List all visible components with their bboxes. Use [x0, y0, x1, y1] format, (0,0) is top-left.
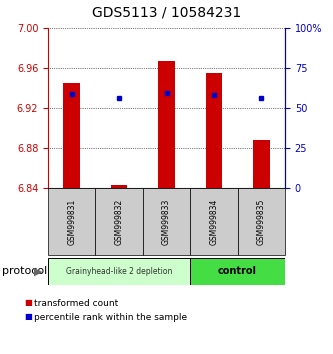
Bar	[111, 185, 128, 188]
Bar	[190, 258, 285, 285]
Bar	[238, 188, 285, 255]
Bar	[253, 140, 270, 188]
Text: percentile rank within the sample: percentile rank within the sample	[34, 313, 187, 321]
Bar	[205, 73, 222, 188]
Text: Grainyhead-like 2 depletion: Grainyhead-like 2 depletion	[66, 267, 172, 276]
Text: GDS5113 / 10584231: GDS5113 / 10584231	[92, 5, 241, 19]
Bar	[143, 188, 190, 255]
Text: ■: ■	[24, 313, 32, 321]
Bar	[48, 258, 190, 285]
Text: GSM999831: GSM999831	[67, 198, 76, 245]
Bar	[95, 188, 143, 255]
Bar	[190, 188, 238, 255]
Text: protocol: protocol	[2, 267, 47, 276]
Bar	[48, 188, 95, 255]
Text: GSM999835: GSM999835	[257, 198, 266, 245]
Text: transformed count: transformed count	[34, 298, 118, 308]
Bar	[158, 61, 175, 188]
Text: GSM999832: GSM999832	[115, 198, 124, 245]
Text: ■: ■	[24, 298, 32, 308]
Bar	[63, 83, 80, 188]
Text: ▶: ▶	[34, 267, 42, 276]
Text: GSM999834: GSM999834	[209, 198, 218, 245]
Text: GSM999833: GSM999833	[162, 198, 171, 245]
Text: control: control	[218, 267, 257, 276]
